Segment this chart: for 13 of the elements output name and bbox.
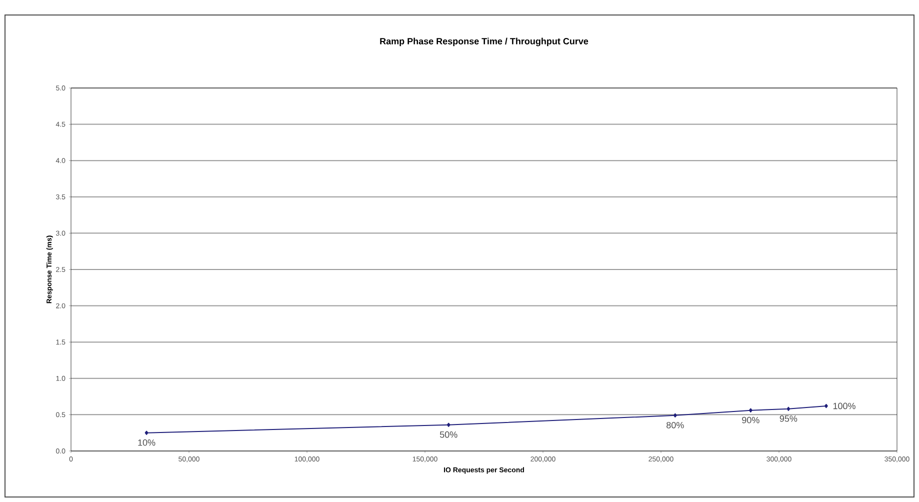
point <box>748 408 752 412</box>
annotation: 90% <box>742 416 760 424</box>
point <box>786 406 790 411</box>
annotation: 50% <box>440 431 458 438</box>
point <box>446 422 450 427</box>
point <box>824 404 828 408</box>
point <box>673 413 677 418</box>
annotation: 95% <box>780 415 798 422</box>
point <box>144 430 148 435</box>
annotation: 80% <box>666 422 684 428</box>
chart-title: Ramp Phase Response Time / Throughput Curve <box>380 38 588 46</box>
annotation: 10% <box>138 439 156 446</box>
annotation: 100% <box>833 402 856 410</box>
